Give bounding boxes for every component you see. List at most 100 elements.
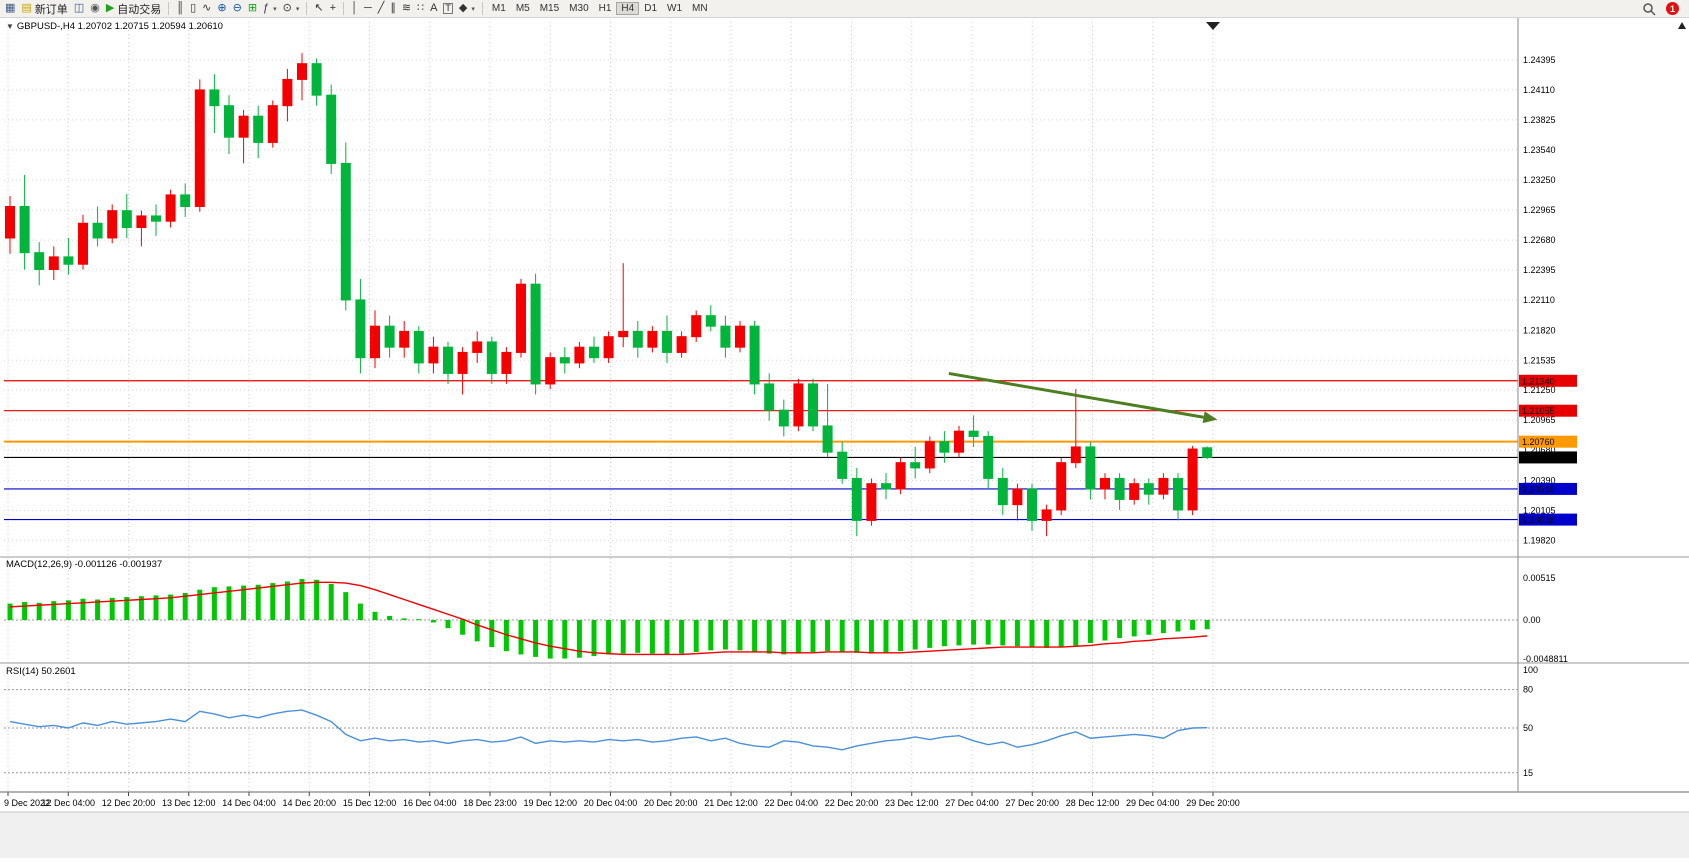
fibonacci-icon: ≋ xyxy=(401,2,412,14)
vertical-line-icon: │ xyxy=(351,2,358,14)
toolbar-buttons: ▦ ▤ 新订单 ◫ ◉ ▶ 自动交易 ║ ▯ ∿ ⊕ ⊖ ⊞ ƒ ▾ ⊙ ▾ ↖ + │ ─ ╱ ∥ ≋ ∷ A T ◆ ▾ xyxy=(2,0,487,18)
text-label-icon[interactable]: T xyxy=(440,1,456,17)
history-center-icon[interactable]: ◉ xyxy=(87,1,103,17)
svg-text:80: 80 xyxy=(1523,685,1533,695)
chart-window-icon[interactable]: ▦ xyxy=(2,1,18,17)
timeframe-h1[interactable]: H1 xyxy=(598,3,612,14)
arrows-tool-icon[interactable]: ◆ ▾ xyxy=(456,1,478,17)
svg-text:14 Dec 04:00: 14 Dec 04:00 xyxy=(222,798,276,808)
search-icon[interactable] xyxy=(1642,2,1656,16)
svg-text:1.20105: 1.20105 xyxy=(1523,505,1556,515)
svg-text:1.21250: 1.21250 xyxy=(1523,385,1556,395)
zoom-in-icon: ⊕ xyxy=(217,2,227,14)
svg-text:15: 15 xyxy=(1523,768,1533,778)
vertical-line-icon[interactable]: │ xyxy=(348,1,361,17)
line-chart-type-icon: ∿ xyxy=(202,2,212,14)
svg-text:0.00: 0.00 xyxy=(1523,615,1541,625)
bar-chart-type-icon: ║ xyxy=(176,2,185,14)
timeframe-m5[interactable]: M5 xyxy=(515,3,530,14)
zoom-out-icon[interactable]: ⊖ xyxy=(230,1,245,17)
svg-text:1.20760: 1.20760 xyxy=(1522,437,1555,447)
line-chart-type-icon[interactable]: ∿ xyxy=(199,1,214,17)
macd-label: MACD(12,26,9) -0.001126 -0.001937 xyxy=(6,559,162,570)
drawing-grid-icon[interactable]: ∷ xyxy=(414,1,427,17)
new-order-button: ▤ xyxy=(21,2,32,14)
svg-text:-0.0048811: -0.0048811 xyxy=(1523,654,1568,664)
fibonacci-icon[interactable]: ≋ xyxy=(399,1,414,17)
horizontal-line-icon[interactable]: ─ xyxy=(361,1,375,17)
tile-windows-icon[interactable]: ⊞ xyxy=(245,1,260,17)
svg-text:16 Dec 04:00: 16 Dec 04:00 xyxy=(403,798,457,808)
svg-text:20 Dec 04:00: 20 Dec 04:00 xyxy=(584,798,638,808)
zoom-in-icon[interactable]: ⊕ xyxy=(214,1,229,17)
svg-text:29 Dec 20:00: 29 Dec 20:00 xyxy=(1186,798,1240,808)
timeframe-d1[interactable]: D1 xyxy=(644,3,658,14)
candlestick-type-icon[interactable]: ▯ xyxy=(187,1,199,17)
trendline-icon[interactable]: ╱ xyxy=(375,1,388,17)
cursor-icon[interactable]: ↖ xyxy=(311,1,326,17)
rsi-name: RSI(14) xyxy=(6,666,39,677)
svg-text:1.20018: 1.20018 xyxy=(1522,515,1555,525)
timeframe-mn[interactable]: MN xyxy=(692,3,708,14)
svg-text:50: 50 xyxy=(1523,723,1533,733)
indicators-icon[interactable]: ƒ ▾ xyxy=(260,1,280,17)
bar-chart-type-icon[interactable]: ║ xyxy=(173,1,187,17)
open-charts-icon: ◫ xyxy=(73,2,85,14)
svg-text:1.20610: 1.20610 xyxy=(1522,453,1555,463)
macd-name: MACD(12,26,9) xyxy=(6,559,72,570)
open-charts-icon[interactable]: ◫ xyxy=(71,1,87,17)
macd-values: -0.001126 -0.001937 xyxy=(74,559,163,570)
svg-text:1.24395: 1.24395 xyxy=(1523,55,1556,65)
rsi-label: RSI(14) 50.2601 xyxy=(6,666,76,677)
svg-text:1.20680: 1.20680 xyxy=(1523,445,1556,455)
svg-text:1.22110: 1.22110 xyxy=(1523,295,1555,305)
indicators-icon-dropdown[interactable]: ▾ xyxy=(273,5,277,13)
periods-icon-dropdown[interactable]: ▾ xyxy=(295,5,300,13)
rsi-value: 50.2601 xyxy=(41,666,76,677)
equidistant-channel-icon[interactable]: ∥ xyxy=(387,1,399,17)
timeframe-h4[interactable]: H4 xyxy=(616,2,640,15)
svg-text:1.22965: 1.22965 xyxy=(1523,205,1556,215)
timeframe-m1[interactable]: M1 xyxy=(491,3,506,14)
svg-text:1.23825: 1.23825 xyxy=(1523,115,1556,125)
auto-trading-button[interactable]: ▶ 自动交易 xyxy=(103,1,164,17)
new-order-button-label: 新订单 xyxy=(34,3,68,16)
arrows-tool-icon-dropdown[interactable]: ▾ xyxy=(471,5,475,13)
horizontal-line-icon: ─ xyxy=(363,2,372,14)
svg-text:21 Dec 12:00: 21 Dec 12:00 xyxy=(704,798,758,808)
text-icon[interactable]: A xyxy=(427,1,440,17)
crosshair-icon: + xyxy=(329,2,337,14)
indicators-icon: ƒ xyxy=(263,2,270,14)
svg-text:1.20390: 1.20390 xyxy=(1523,476,1556,486)
timeframe-w1[interactable]: W1 xyxy=(667,3,683,14)
svg-text:1.21055: 1.21055 xyxy=(1522,406,1555,416)
svg-text:1.21820: 1.21820 xyxy=(1523,325,1556,335)
chart-title: ▼ GBPUSD-,H4 1.20702 1.20715 1.20594 1.20… xyxy=(6,21,223,32)
svg-text:22 Dec 20:00: 22 Dec 20:00 xyxy=(825,798,879,808)
timeframe-m30[interactable]: M30 xyxy=(569,3,589,14)
svg-text:1.23540: 1.23540 xyxy=(1523,145,1556,155)
svg-text:1.20310: 1.20310 xyxy=(1522,484,1555,494)
svg-text:100: 100 xyxy=(1523,665,1538,675)
timeframe-toolbar: M1 M5 M15 M30 H1 H4 D1 W1 MN xyxy=(487,0,713,18)
svg-text:12 Dec 20:00: 12 Dec 20:00 xyxy=(102,798,156,808)
svg-text:1.21535: 1.21535 xyxy=(1523,355,1556,365)
periods-icon[interactable]: ⊙ ▾ xyxy=(280,1,303,17)
candlestick-type-icon: ▯ xyxy=(190,2,197,14)
one-click-trading-toggle[interactable]: ▼ xyxy=(6,22,14,31)
toolbar-separator xyxy=(168,2,170,15)
chart-window-icon: ▦ xyxy=(5,2,16,14)
svg-text:15 Dec 12:00: 15 Dec 12:00 xyxy=(343,798,397,808)
crosshair-icon[interactable]: + xyxy=(327,1,339,17)
svg-text:19 Dec 12:00: 19 Dec 12:00 xyxy=(523,798,577,808)
new-order-button[interactable]: ▤ 新订单 xyxy=(18,1,70,17)
timeframe-m15[interactable]: M15 xyxy=(539,3,560,14)
svg-text:1.22680: 1.22680 xyxy=(1523,235,1556,245)
trendline-icon: ╱ xyxy=(377,2,385,14)
symbol-period-label: GBPUSD-,H4 xyxy=(16,21,75,32)
svg-text:1.24110: 1.24110 xyxy=(1523,85,1555,95)
ohlc-values: 1.20702 1.20715 1.20594 1.20610 xyxy=(77,21,223,32)
notification-badge[interactable]: 1 xyxy=(1666,2,1679,15)
